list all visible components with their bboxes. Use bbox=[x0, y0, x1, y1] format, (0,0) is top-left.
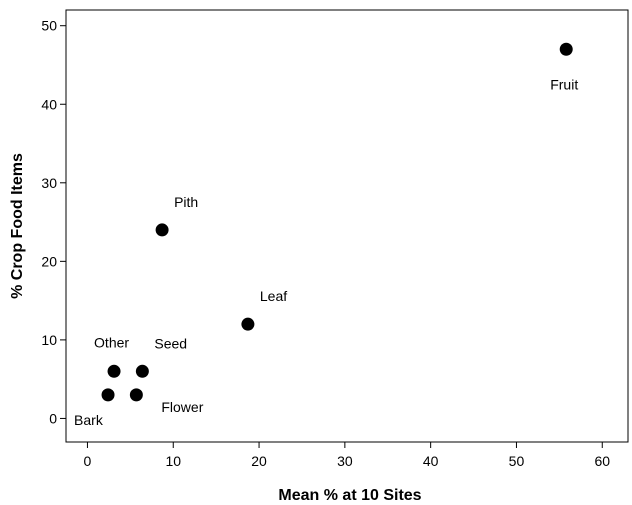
point-label-flower: Flower bbox=[161, 399, 203, 415]
point-label-bark: Bark bbox=[74, 412, 104, 428]
point-seed bbox=[135, 364, 149, 378]
x-tick-label: 30 bbox=[337, 453, 353, 469]
x-tick-label: 20 bbox=[251, 453, 267, 469]
point-labels: Fruit Pith Leaf Other Seed Bark Flower bbox=[74, 76, 578, 428]
point-leaf bbox=[241, 317, 255, 331]
y-tick-label: 0 bbox=[49, 410, 57, 426]
point-label-fruit: Fruit bbox=[550, 76, 578, 92]
plot-area bbox=[65, 9, 629, 443]
point-label-pith: Pith bbox=[174, 194, 198, 210]
x-tick-label: 0 bbox=[84, 453, 92, 469]
point-flower bbox=[129, 388, 143, 402]
x-tick-label: 60 bbox=[594, 453, 610, 469]
x-tick-label: 50 bbox=[509, 453, 525, 469]
point-pith bbox=[155, 223, 169, 237]
y-tick-label: 40 bbox=[41, 96, 57, 112]
point-fruit bbox=[559, 42, 573, 56]
y-tick-label: 20 bbox=[41, 253, 57, 269]
x-tick-label: 10 bbox=[165, 453, 181, 469]
y-tick-label: 10 bbox=[41, 332, 57, 348]
point-other bbox=[107, 364, 121, 378]
x-axis-title: Mean % at 10 Sites bbox=[278, 487, 421, 504]
x-axis: 0 10 20 30 40 50 60 bbox=[84, 442, 610, 469]
x-tick-label: 40 bbox=[423, 453, 439, 469]
point-label-seed: Seed bbox=[154, 335, 187, 351]
y-tick-label: 30 bbox=[41, 175, 57, 191]
point-bark bbox=[101, 388, 115, 402]
data-points bbox=[101, 42, 573, 402]
point-label-other: Other bbox=[94, 334, 129, 350]
y-axis-title: % Crop Food Items bbox=[9, 153, 26, 299]
point-label-leaf: Leaf bbox=[260, 288, 287, 304]
y-tick-label: 50 bbox=[41, 18, 57, 34]
y-axis: 0 10 20 30 40 50 bbox=[41, 18, 66, 426]
